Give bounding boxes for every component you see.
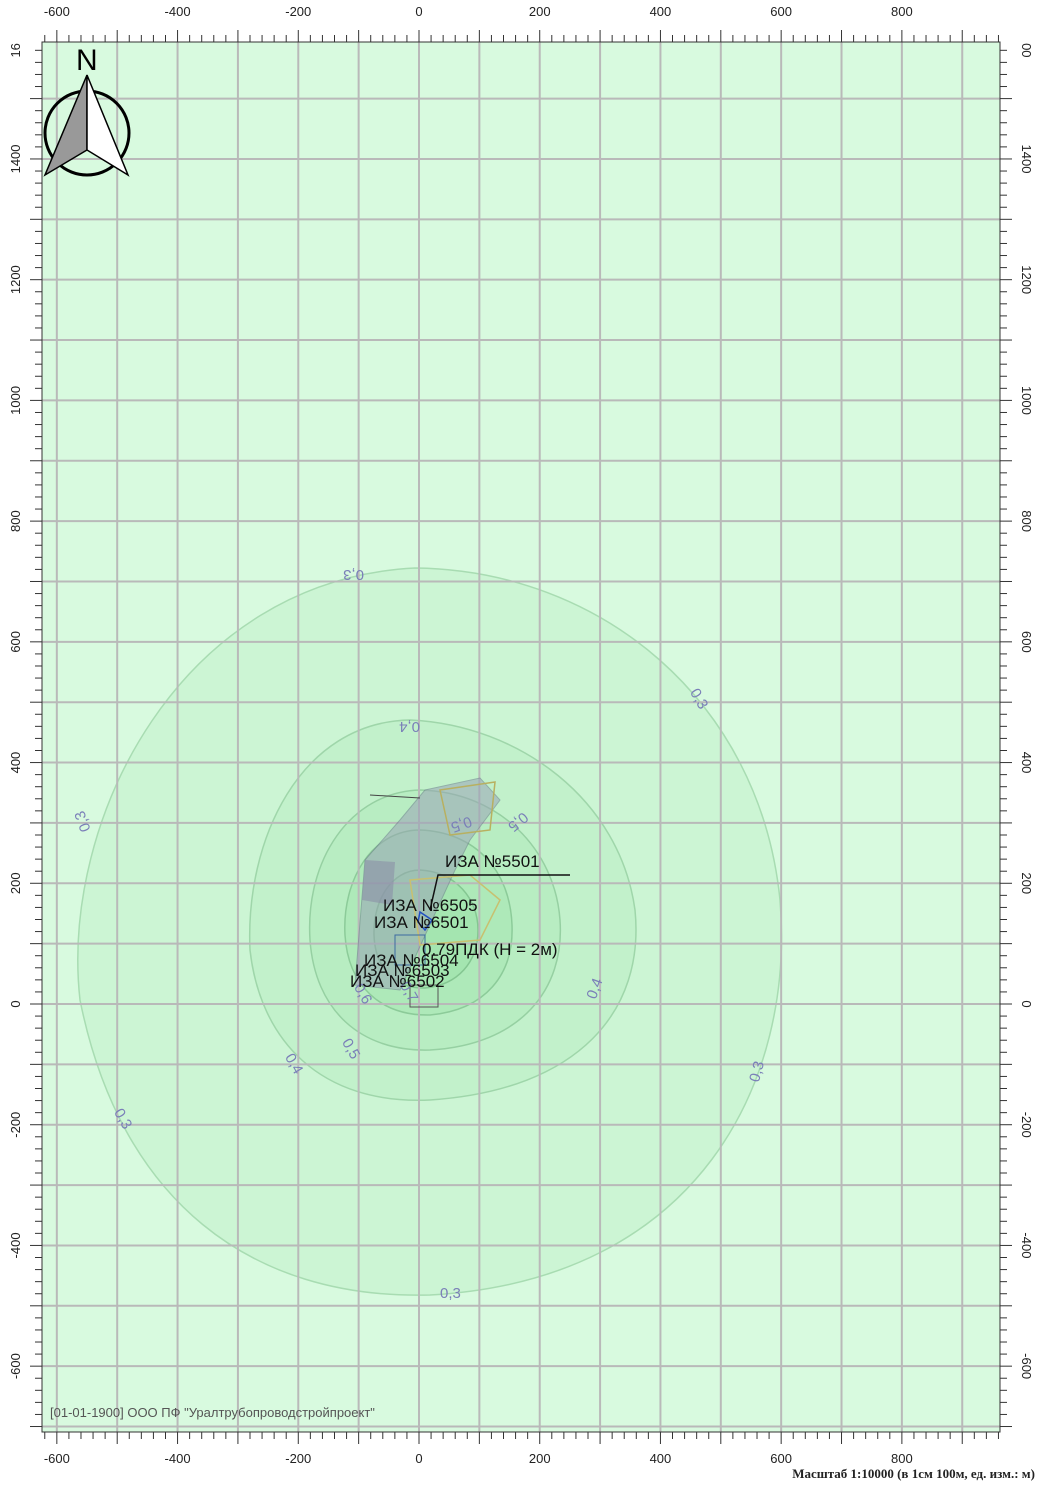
x-tick-label-top: 800 — [891, 4, 913, 19]
y-tick-label-right: 1200 — [1019, 265, 1034, 294]
y-tick-label-right: -200 — [1019, 1112, 1034, 1138]
contour-label: 0,3 — [440, 1285, 461, 1302]
y-tick-label-right: 200 — [1019, 872, 1034, 894]
y-tick-label-right: 1400 — [1019, 144, 1034, 173]
y-tick-label-left: 1000 — [8, 386, 23, 415]
contour-label: 0,3 — [71, 809, 94, 834]
y-tick-label-right: 400 — [1019, 752, 1034, 774]
map-scale: Масштаб 1:10000 (в 1см 100м, ед. изм.: м… — [792, 1466, 1035, 1481]
contour-label: 0,3 — [746, 1059, 768, 1084]
y-tick-label-left: -600 — [8, 1353, 23, 1379]
source-label-6503: ИЗА №6503 — [355, 961, 450, 980]
contour-label: 0,4 — [399, 718, 420, 735]
y-tick-label-right: 00 — [1019, 43, 1034, 57]
y-tick-label-left: -400 — [8, 1232, 23, 1258]
x-tick-label-bottom: -400 — [165, 1451, 191, 1466]
north-label: N — [76, 44, 98, 77]
y-tick-label-right: 0 — [1019, 1000, 1034, 1007]
source-label-5501: ИЗА №5501 — [445, 852, 540, 871]
source-label-6505: ИЗА №6505 — [383, 896, 478, 915]
x-tick-label-bottom: 600 — [770, 1451, 792, 1466]
contour-label: 0,4 — [583, 976, 606, 1001]
x-tick-label-top: 0 — [415, 4, 422, 19]
y-tick-label-right: -600 — [1019, 1353, 1034, 1379]
source-label-6502: ИЗА №6502 — [350, 972, 445, 991]
y-tick-label-left: 1400 — [8, 144, 23, 173]
y-tick-label-left: 1200 — [8, 265, 23, 294]
contour-label: 0,3 — [343, 566, 364, 583]
x-tick-label-top: 400 — [650, 4, 672, 19]
map-frame — [41, 41, 1001, 1433]
plant-footprint — [354, 777, 501, 1008]
x-tick-label-bottom: 800 — [891, 1451, 913, 1466]
y-tick-label-left: 0 — [8, 1000, 23, 1007]
source-leader-line — [429, 874, 570, 911]
ruler-labels: -600-600-400-400-200-2000020020040040060… — [8, 4, 1034, 1466]
y-tick-label-left: 200 — [8, 872, 23, 894]
y-tick-label-right: 800 — [1019, 510, 1034, 532]
coordinate-grid — [42, 42, 1000, 1432]
x-tick-label-top: -600 — [44, 4, 70, 19]
y-tick-label-left: 800 — [8, 510, 23, 532]
y-tick-label-right: -400 — [1019, 1232, 1034, 1258]
x-tick-label-top: -200 — [285, 4, 311, 19]
source-labels: ИЗА №5501 ИЗА №6505 ИЗА №6501 ИЗА №6504 … — [350, 852, 558, 991]
y-tick-label-right: 1000 — [1019, 386, 1034, 415]
y-tick-label-left: 16 — [8, 43, 23, 57]
x-tick-label-bottom: 0 — [415, 1451, 422, 1466]
contour-labels: 0,3 0,3 0,3 0,3 0,3 0,3 0,4 0,4 0,4 0,5 … — [71, 566, 768, 1302]
x-tick-label-top: 600 — [770, 4, 792, 19]
map-footer: [01-01-1900] ООО ПФ "Уралтрубопроводстро… — [50, 1405, 375, 1420]
y-tick-label-left: -200 — [8, 1112, 23, 1138]
source-label-6504: ИЗА №6504 — [364, 951, 459, 970]
contour-label: 0,5 — [449, 812, 474, 835]
x-tick-label-bottom: 400 — [650, 1451, 672, 1466]
source-label-6501: ИЗА №6501 — [374, 913, 469, 932]
y-tick-label-left: 600 — [8, 631, 23, 653]
x-tick-label-top: 200 — [529, 4, 551, 19]
x-tick-label-bottom: 200 — [529, 1451, 551, 1466]
north-arrow: N — [43, 44, 131, 177]
max-concentration-label: 0.79ПДК (Н = 2м) — [422, 940, 558, 959]
y-tick-label-left: 400 — [8, 752, 23, 774]
x-tick-label-top: -400 — [165, 4, 191, 19]
x-tick-label-bottom: -200 — [285, 1451, 311, 1466]
x-tick-label-bottom: -600 — [44, 1451, 70, 1466]
ruler-ticks — [30, 30, 1012, 1444]
y-tick-label-right: 600 — [1019, 631, 1034, 653]
